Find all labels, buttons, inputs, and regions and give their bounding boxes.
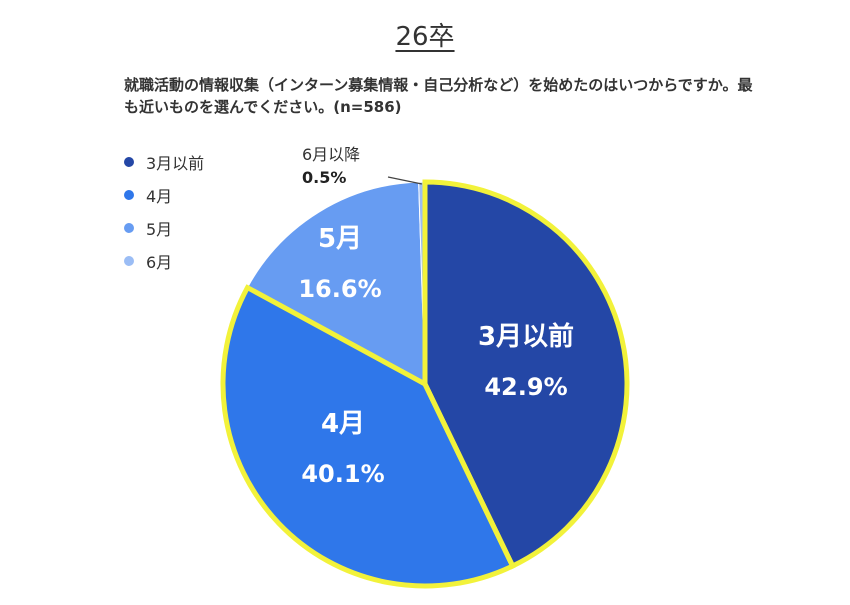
pie-slice-highlight-0 bbox=[422, 179, 630, 570]
legend-item-3: 6月 bbox=[124, 244, 204, 277]
legend-swatch-3 bbox=[124, 255, 134, 266]
pie-slice-2 bbox=[246, 181, 426, 385]
legend-label-3: 6月 bbox=[146, 252, 173, 272]
legend-item-2: 5月 bbox=[124, 211, 204, 244]
legend: 3月以前 4月 5月 6月 bbox=[124, 145, 204, 277]
slice-label-2: 5月 bbox=[318, 224, 362, 254]
slice-value-3: 0.5% bbox=[302, 168, 346, 187]
legend-swatch-0 bbox=[124, 156, 134, 167]
chart-title: 26卒 bbox=[395, 22, 455, 52]
pie-labels: 3月以前 42.9% 4月 40.1% 5月 16.6% 6月以降 0.5% bbox=[298, 145, 574, 488]
legend-swatch-2 bbox=[124, 222, 134, 233]
legend-item-0: 3月以前 bbox=[124, 145, 204, 178]
slice-value-1: 40.1% bbox=[301, 460, 384, 488]
slice-label-1: 4月 bbox=[321, 409, 365, 439]
slice-value-2: 16.6% bbox=[298, 275, 381, 303]
legend-swatch-1 bbox=[124, 189, 134, 200]
legend-label-0: 3月以前 bbox=[146, 153, 205, 173]
pie-slice-highlight-1 bbox=[220, 284, 516, 589]
chart-subtitle: 就職活動の情報収集（インターン募集情報・自己分析など）を始めたのはいつからですか… bbox=[124, 76, 753, 116]
pie-highlights bbox=[220, 179, 630, 589]
callout-line-3 bbox=[387, 176, 422, 185]
legend-item-1: 4月 bbox=[124, 178, 204, 211]
legend-label-1: 4月 bbox=[146, 186, 173, 206]
legend-label-2: 5月 bbox=[146, 219, 173, 239]
slice-label-0: 3月以前 bbox=[478, 321, 574, 352]
slice-value-0: 42.9% bbox=[484, 373, 567, 401]
slice-label-3: 6月以降 bbox=[302, 145, 360, 164]
